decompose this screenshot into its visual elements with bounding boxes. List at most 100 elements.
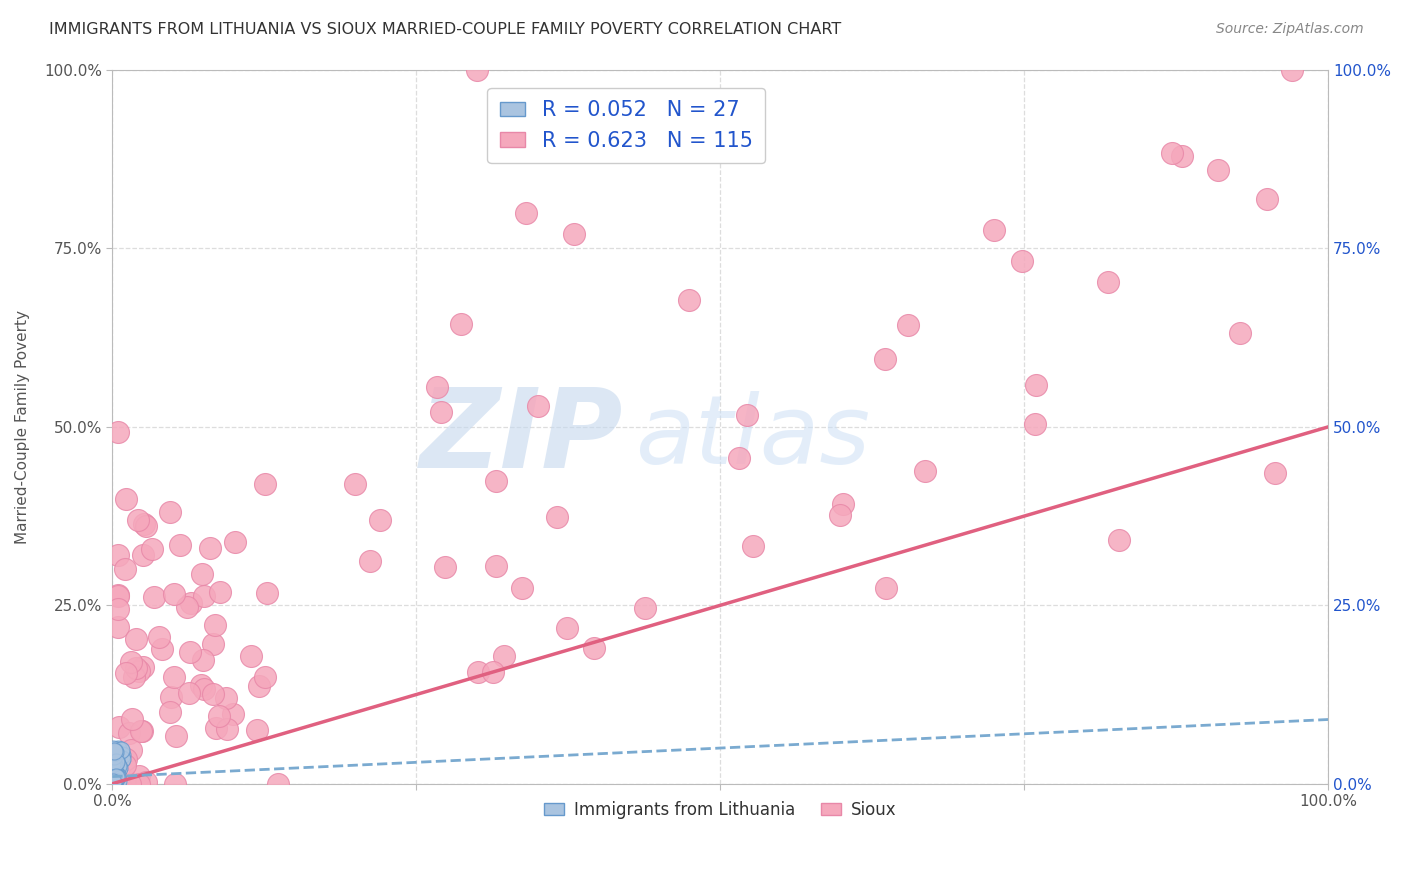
Point [450, 317, 472, 331]
Point [107, 759, 129, 773]
Point [103, 775, 125, 789]
Point [1011, 254, 1033, 268]
Point [108, 720, 131, 734]
Point [107, 425, 129, 440]
Point [983, 223, 1005, 237]
Point [546, 510, 568, 524]
Point [359, 554, 381, 568]
Point [897, 318, 920, 333]
Point [256, 586, 278, 600]
Point [163, 670, 186, 684]
Point [208, 709, 231, 723]
Point [177, 686, 200, 700]
Point [191, 567, 214, 582]
Point [101, 775, 124, 789]
Legend: Immigrants from Lithuania, Sioux: Immigrants from Lithuania, Sioux [537, 794, 903, 825]
Point [1256, 192, 1278, 206]
Point [1264, 466, 1286, 480]
Point [120, 777, 142, 791]
Point [510, 581, 533, 595]
Point [128, 769, 150, 783]
Point [105, 770, 128, 784]
Point [222, 706, 245, 721]
Point [1229, 326, 1251, 340]
Point [122, 670, 145, 684]
Point [132, 660, 155, 674]
Point [103, 758, 125, 772]
Point [150, 641, 173, 656]
Point [125, 632, 148, 646]
Point [132, 548, 155, 562]
Point [107, 774, 129, 789]
Point [105, 756, 128, 770]
Point [128, 777, 150, 791]
Text: atlas: atlas [636, 391, 870, 484]
Point [266, 777, 288, 791]
Point [727, 450, 749, 465]
Point [582, 641, 605, 656]
Point [165, 730, 187, 744]
Point [465, 63, 488, 78]
Point [115, 752, 138, 766]
Point [163, 587, 186, 601]
Point [159, 504, 181, 518]
Point [247, 679, 270, 693]
Point [253, 670, 276, 684]
Point [467, 665, 489, 680]
Point [1024, 417, 1046, 431]
Point [114, 561, 136, 575]
Point [118, 725, 141, 739]
Point [169, 538, 191, 552]
Point [914, 464, 936, 478]
Point [515, 206, 537, 220]
Point [1171, 149, 1194, 163]
Point [562, 227, 585, 242]
Point [107, 548, 129, 562]
Point [1161, 145, 1184, 160]
Point [193, 589, 215, 603]
Point [107, 620, 129, 634]
Text: ZIP: ZIP [419, 384, 623, 491]
Point [135, 519, 157, 533]
Point [204, 618, 226, 632]
Point [107, 602, 129, 616]
Point [104, 745, 127, 759]
Point [205, 721, 228, 735]
Point [484, 474, 506, 488]
Point [103, 772, 125, 787]
Point [494, 648, 516, 663]
Point [246, 723, 269, 737]
Point [141, 541, 163, 556]
Point [132, 516, 155, 531]
Point [120, 655, 142, 669]
Text: IMMIGRANTS FROM LITHUANIA VS SIOUX MARRIED-COUPLE FAMILY POVERTY CORRELATION CHA: IMMIGRANTS FROM LITHUANIA VS SIOUX MARRI… [49, 22, 841, 37]
Point [110, 747, 132, 762]
Point [240, 648, 263, 663]
Point [121, 712, 143, 726]
Point [198, 541, 221, 556]
Point [481, 665, 503, 679]
Point [107, 589, 129, 603]
Point [193, 681, 215, 696]
Point [344, 477, 367, 491]
Point [103, 749, 125, 764]
Point [527, 399, 550, 413]
Point [201, 637, 224, 651]
Point [103, 744, 125, 758]
Point [114, 758, 136, 772]
Point [368, 513, 391, 527]
Point [741, 539, 763, 553]
Point [101, 742, 124, 756]
Point [135, 775, 157, 789]
Point [224, 534, 246, 549]
Point [128, 664, 150, 678]
Point [107, 588, 129, 602]
Point [127, 513, 149, 527]
Point [163, 777, 186, 791]
Point [215, 691, 238, 706]
Point [160, 690, 183, 704]
Point [107, 746, 129, 760]
Point [433, 560, 456, 574]
Point [104, 765, 127, 780]
Point [1025, 378, 1047, 392]
